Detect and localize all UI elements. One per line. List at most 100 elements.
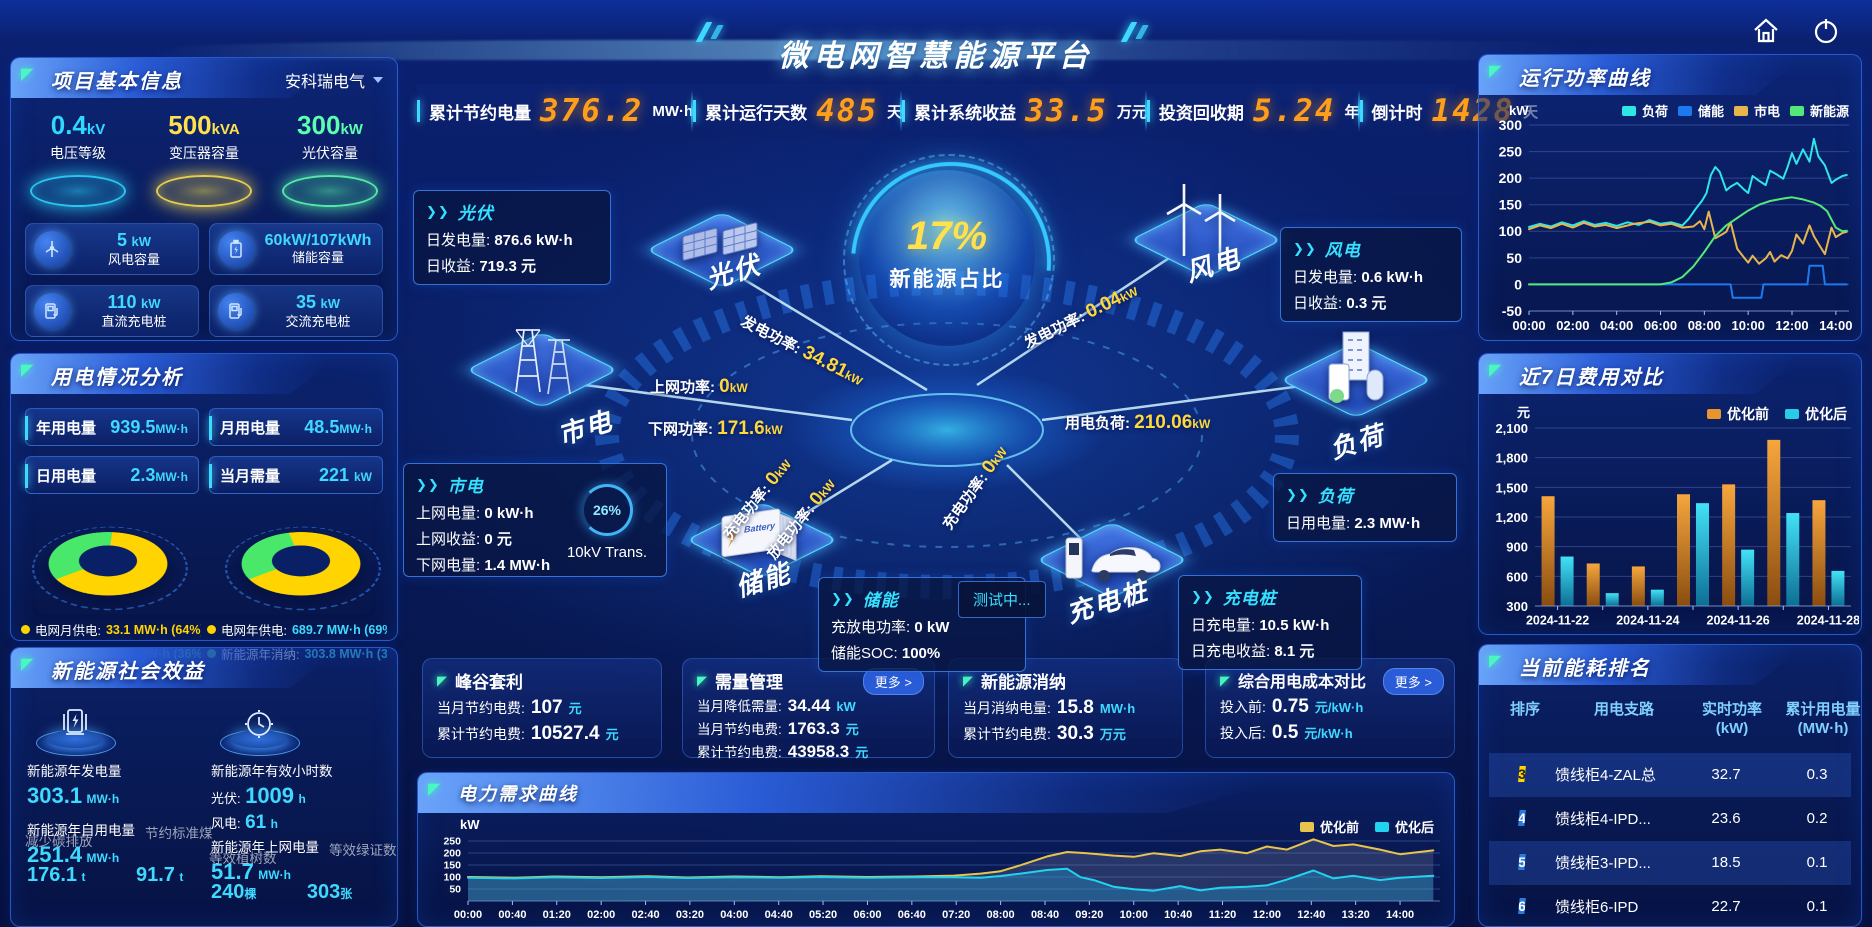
flow-from-grid: 下网功率: 171.6kW	[648, 418, 783, 439]
svg-text:04:40: 04:40	[765, 909, 793, 921]
node-grid[interactable]	[460, 280, 620, 430]
table-row[interactable]: 5 馈线柜3-IPD... 18.5 0.1	[1489, 840, 1851, 885]
panel-header: ◤ 当前能耗排名	[1479, 645, 1861, 685]
svg-text:100: 100	[1499, 223, 1523, 239]
legend-item[interactable]: 市电	[1733, 101, 1780, 120]
social-generation-column: 新能源年发电量 303.1 MW·h 新能源年自用电量 减少碳排放 节约标准煤 …	[25, 692, 213, 904]
card-demand-management: ◤ 需量管理 更多 > 当月降低需量: 34.44 kW 当月节约电费: 1763.3 元…	[682, 658, 935, 761]
y-axis-unit: kW	[1509, 103, 1529, 118]
stat-transformer-capacity: 500kVA 变压器容量	[144, 110, 264, 207]
wind-turbine-icon	[34, 231, 70, 267]
home-icon[interactable]	[1750, 15, 1782, 47]
stat-year-energy: 年用电量 939.5MW·h	[25, 408, 199, 446]
svg-text:900: 900	[1506, 540, 1528, 555]
panel-corner-icon: ◤	[1489, 63, 1502, 80]
chart-legend: 优化前 优化后	[1707, 404, 1847, 424]
stat-pv-capacity: 300kW 光伏容量	[270, 110, 390, 207]
kpi-tick-icon	[417, 100, 420, 122]
panel-title: 近7日费用对比	[1519, 367, 1665, 389]
panel-cost-compare: ◤ 近7日费用对比 元 优化前 优化后 300 600 900 1,200 1,500 1,…	[1478, 353, 1862, 635]
cost-compare-chart: 300 600 900 1,200 1,500 1,800 2,100 2024-11-22 2…	[1483, 420, 1860, 637]
flow-load-power: 用电负荷: 210.06kW	[1065, 412, 1211, 433]
node-load[interactable]	[1274, 290, 1434, 440]
node-charger[interactable]	[1030, 470, 1190, 620]
table-row[interactable]: 4 馈线柜4-IPD... 23.6 0.2	[1518, 810, 1828, 828]
flow-to-grid: 上网功率: 0kW	[650, 376, 748, 397]
energy-pedestal	[33, 694, 117, 756]
panel-header: ◤ 运行功率曲线	[1479, 55, 1861, 95]
svg-text:50: 50	[1506, 250, 1522, 266]
legend-item: 电网年供电: 689.7 MW·h (69%)	[207, 620, 387, 639]
building-illustration	[1328, 331, 1384, 403]
svg-text:04:00: 04:00	[1600, 318, 1633, 333]
stat-day-energy: 日用电量 2.3MW·h	[25, 456, 199, 494]
legend-item[interactable]: 优化前	[1299, 817, 1359, 836]
svg-text:08:40: 08:40	[1031, 909, 1059, 921]
legend-item[interactable]: 优化前	[1707, 404, 1769, 424]
callout-grid: ❯❯ 市电 上网电量: 0 kW·h 上网收益: 0 元 下网电量: 1.4 MW…	[403, 463, 667, 577]
more-button[interactable]: 更多 >	[862, 668, 924, 695]
kpi-saved-energy: 累计节约电量 376.2 MW·h	[417, 84, 694, 138]
callout-arrow-icon: ❯❯	[426, 203, 450, 219]
svg-text:12:00: 12:00	[1253, 909, 1281, 921]
legend-item[interactable]: 优化后	[1785, 404, 1847, 424]
svg-text:200: 200	[443, 848, 461, 860]
node-wind[interactable]	[1124, 150, 1284, 300]
legend-item[interactable]: 新能源	[1789, 101, 1849, 120]
panel-title: 当前能耗排名	[1519, 658, 1651, 680]
panel-corner-icon: ◤	[1489, 362, 1502, 379]
legend-item[interactable]: 优化后	[1374, 817, 1434, 836]
stat-label-overlapped: 新能源年上网电量 等效植树数 等效绿证数	[209, 840, 397, 866]
node-storage[interactable]: Battery	[680, 450, 840, 600]
svg-text:14:00: 14:00	[1819, 318, 1852, 333]
chart-legend: 优化前 优化后	[1299, 817, 1434, 836]
company-dropdown[interactable]: 安科瑞电气	[285, 68, 383, 92]
panel-title: 项目基本信息	[51, 71, 183, 93]
table-row[interactable]: 6 馈线柜6-IPD 22.7 0.1	[1518, 898, 1828, 916]
energy-mix-donuts	[11, 506, 397, 611]
card-wind-capacity: 5 kW 风电容量	[25, 223, 199, 275]
legend-item[interactable]: 储能	[1677, 101, 1724, 120]
svg-text:50: 50	[449, 884, 461, 896]
panel-power-curve: ◤ 运行功率曲线 kW 负荷 储能 市电 新能源 -50 0 50 100 150 200 250…	[1478, 54, 1862, 341]
hours-pedestal	[217, 694, 301, 756]
renewable-share-label: 新能源占比	[889, 268, 1005, 291]
title-decoration-right	[1120, 22, 1149, 42]
svg-text:08:00: 08:00	[987, 909, 1015, 921]
panel-header: ◤ 项目基本信息 安科瑞电气	[11, 58, 397, 98]
more-button[interactable]: 更多 >	[1382, 668, 1444, 695]
table-row[interactable]: 3 馈线柜4-ZAL总 32.7 0.3	[1489, 752, 1851, 797]
microgrid-topology-diagram: 17% 新能源占比	[403, 121, 1462, 672]
node-pv[interactable]	[640, 160, 800, 310]
svg-text:2024-11-28: 2024-11-28	[1797, 614, 1859, 628]
solar-panel-illustration	[682, 222, 758, 261]
panel-demand-curve: ◤ 电力需求曲线 kW 优化前 优化后 50 100 150 200 250 00:00 00…	[417, 772, 1455, 927]
svg-text:300: 300	[1499, 119, 1523, 133]
svg-text:07:20: 07:20	[942, 909, 970, 921]
battery-container-illustration: Battery	[721, 508, 797, 562]
svg-text:00:00: 00:00	[1512, 318, 1545, 333]
glow-pedestal	[30, 175, 126, 207]
callout-arrow-icon: ❯❯	[831, 590, 855, 606]
legend-item[interactable]: 负荷	[1621, 101, 1668, 120]
svg-text:02:40: 02:40	[631, 909, 659, 921]
stat-voltage-level: 0.4kV 电压等级	[18, 110, 138, 207]
month-mix-donut	[18, 506, 201, 611]
power-icon[interactable]	[1810, 15, 1842, 47]
power-curve-chart: -50 0 50 100 150 200 250 300 00:00 02:00 04:00 06:0…	[1483, 117, 1859, 342]
card-corner-icon: ◤	[697, 673, 707, 688]
svg-text:08:00: 08:00	[1688, 318, 1721, 333]
panel-title: 用电情况分析	[51, 367, 183, 389]
kpi-payback-period: 投资回收期 5.24 年	[1146, 84, 1360, 138]
svg-text:13:20: 13:20	[1342, 909, 1370, 921]
svg-text:00:00: 00:00	[454, 909, 482, 921]
y-axis-unit: kW	[460, 817, 480, 832]
stat-month-demand: 当月需量 221 kW	[209, 456, 383, 494]
svg-text:03:20: 03:20	[676, 909, 704, 921]
panel-title: 新能源社会效益	[51, 661, 205, 683]
glow-pedestal	[282, 175, 378, 207]
svg-text:1,500: 1,500	[1495, 480, 1528, 495]
svg-text:2024-11-22: 2024-11-22	[1526, 614, 1589, 628]
status-tooltip: 测试中...	[958, 581, 1046, 618]
card-peak-valley-arbitrage: ◤ 峰谷套利 当月节约电费: 107 元 累计节约电费: 10527.4 元	[422, 658, 662, 758]
